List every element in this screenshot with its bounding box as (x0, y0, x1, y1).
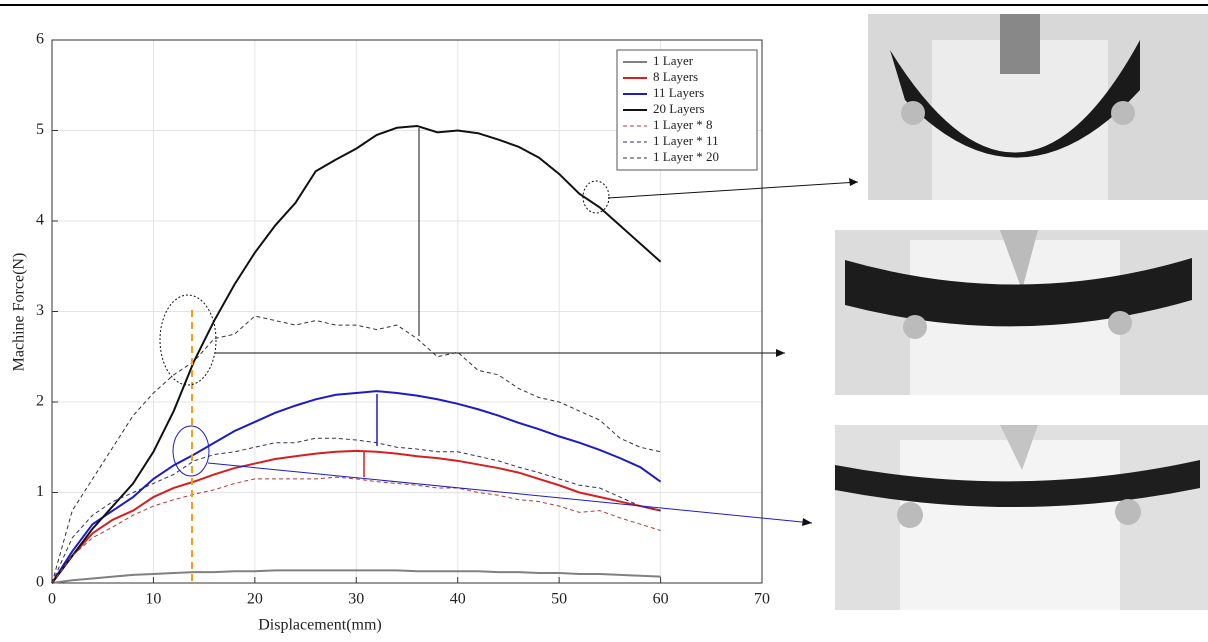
legend-label: 8 Layers (653, 69, 698, 84)
arrow (607, 181, 859, 199)
legend-label: 1 Layer (653, 53, 694, 68)
x-tick-label: 30 (348, 591, 364, 608)
y-tick-label: 6 (36, 31, 44, 48)
loader (1000, 14, 1040, 74)
y-axis-label: Machine Force(N) (11, 253, 28, 372)
legend-label: 20 Layers (653, 101, 705, 116)
support (903, 315, 927, 339)
x-tick-label: 50 (551, 591, 567, 608)
highlight (159, 294, 217, 386)
axes-frame (51, 39, 763, 584)
annotations (159, 128, 859, 583)
x-tick-label: 20 (247, 591, 263, 608)
specimen (845, 258, 1192, 327)
arrow (207, 462, 813, 524)
legend-label: 11 Layers (653, 85, 704, 100)
loader (1000, 425, 1038, 470)
series-line (51, 124, 662, 584)
highlight (172, 425, 210, 477)
y-tick-label: 1 (36, 483, 44, 500)
support (1115, 499, 1141, 525)
specimen (835, 460, 1200, 508)
support (897, 502, 923, 528)
legend-label: 1 Layer * 20 (653, 149, 719, 164)
x-tick-label: 0 (48, 591, 56, 608)
series-line (51, 437, 661, 584)
x-tick-label: 70 (754, 591, 770, 608)
loader (1000, 230, 1038, 290)
y-tick-label: 5 (36, 121, 44, 138)
x-tick-label: 10 (145, 591, 161, 608)
legend-label: 1 Layer * 8 (653, 117, 713, 132)
series-line (51, 390, 662, 584)
y-tick-label: 4 (36, 212, 44, 229)
photos (835, 14, 1208, 610)
support (901, 101, 925, 125)
y-tick-label: 3 (36, 302, 44, 319)
legend-label: 1 Layer * 11 (653, 133, 719, 148)
x-tick-label: 40 (450, 591, 466, 608)
series-line (51, 476, 661, 584)
y-tick-label: 2 (36, 393, 44, 410)
x-tick-label: 60 (653, 591, 669, 608)
support (1111, 101, 1135, 125)
x-axis-label: Displacement(mm) (258, 617, 382, 634)
highlight (582, 180, 610, 214)
series-line (51, 315, 661, 584)
series-line (51, 449, 661, 584)
series-line (51, 569, 661, 584)
y-tick-label: 0 (36, 574, 44, 591)
photo-bg (900, 440, 1120, 610)
support (1108, 311, 1132, 335)
specimen (890, 40, 1140, 158)
